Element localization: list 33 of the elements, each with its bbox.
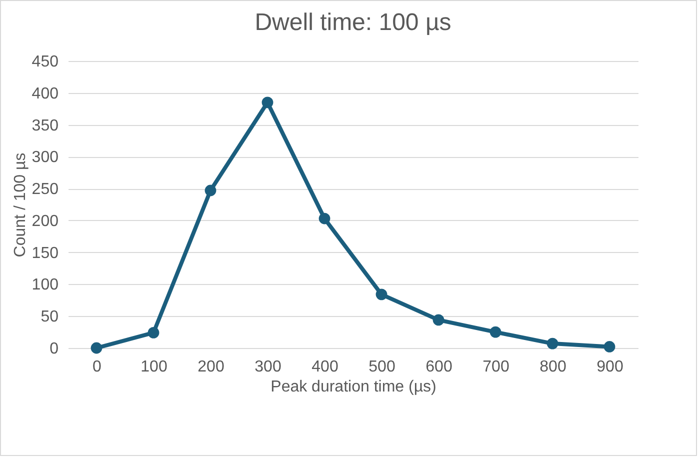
- y-tick-label: 300: [32, 149, 59, 166]
- x-tick-label: 900: [596, 358, 624, 376]
- point: [546, 338, 558, 350]
- x-tick-label: 100: [140, 358, 168, 376]
- point: [90, 342, 102, 354]
- x-tick-label: 700: [482, 358, 510, 376]
- y-tick-label: 150: [32, 244, 59, 262]
- point: [148, 327, 160, 338]
- point: [490, 326, 502, 338]
- y-tick-label: 0: [50, 340, 59, 358]
- x-tick-label: 800: [540, 358, 566, 376]
- point: [604, 341, 616, 352]
- y-axis-title: Count / 100 µs: [12, 152, 29, 258]
- point: [318, 212, 330, 224]
- point: [262, 96, 274, 108]
- y-tick-label: 200: [32, 212, 59, 230]
- x-tick-label: 500: [368, 358, 396, 376]
- x-axis-title: Peak duration time (µs): [270, 378, 436, 396]
- x-tick-label: 400: [312, 358, 338, 376]
- point: [432, 314, 444, 326]
- chart-title: Dwell time: 100 µs: [254, 9, 452, 36]
- y-tick-label: 100: [32, 276, 59, 294]
- y-tick-label: 50: [40, 308, 59, 326]
- y-tick-label: 400: [32, 85, 59, 102]
- y-tick-label: 450: [32, 54, 59, 70]
- point: [376, 288, 388, 300]
- point: [204, 184, 216, 196]
- x-tick-label: 600: [426, 358, 452, 376]
- x-tick-label: 200: [198, 358, 224, 376]
- x-tick-label: 0: [92, 358, 102, 376]
- y-tick-label: 350: [32, 117, 59, 134]
- x-tick-label: 300: [254, 358, 282, 376]
- y-tick-label: 250: [32, 181, 59, 198]
